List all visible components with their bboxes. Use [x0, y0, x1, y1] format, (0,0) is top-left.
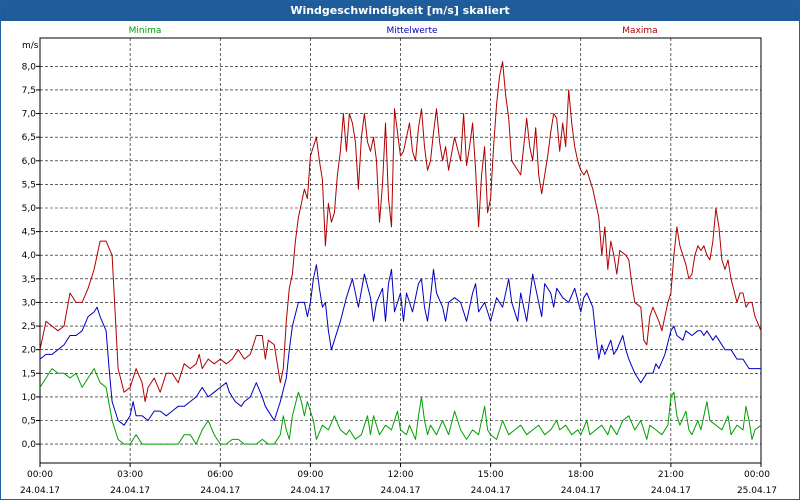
x-tick-date-label: 24.04.17: [110, 486, 150, 496]
legend-entry-mittelwerte: Mittelwerte: [386, 26, 437, 36]
x-tick-time-label: 21:00: [658, 470, 684, 480]
x-tick-date-label: 25.04.17: [737, 486, 777, 496]
y-tick-label: 2,5: [22, 322, 36, 332]
legend: Minima Mittelwerte Maxima: [129, 26, 658, 36]
y-tick-label: 7,0: [22, 110, 37, 120]
y-tick-label: 7,5: [22, 86, 36, 96]
y-tick-label: 2,0: [22, 346, 37, 356]
y-tick-label: 1,0: [22, 393, 37, 403]
series-line-mittelwerte: [39, 264, 761, 426]
y-axis: 0,0 0,5 1,0 1,5 2,0 2,5 3,0 3,5 4,0 4,5 5,0 5,5 6,0 6…: [22, 62, 40, 450]
y-tick-label: 4,0: [22, 251, 37, 261]
y-tick-label: 1,5: [22, 369, 36, 379]
x-tick-date-label: 24.04.17: [20, 486, 60, 496]
x-axis: 00:00 24.04.17 03:00 24.04.17 06:00 24.04.17 0…: [20, 463, 777, 496]
y-tick-label: 0,5: [22, 417, 36, 427]
legend-entry-minima: Minima: [129, 26, 162, 36]
y-tick-label: 4,5: [22, 228, 36, 238]
x-tick-time-label: 03:00: [117, 470, 143, 480]
x-tick-date-label: 24.04.17: [200, 486, 240, 496]
y-axis-unit-label: m/s: [22, 41, 39, 51]
series-lines: [39, 61, 762, 445]
x-tick-time-label: 00:00: [744, 470, 770, 480]
x-tick-time-label: 12:00: [388, 470, 414, 480]
x-tick-time-label: 06:00: [207, 470, 233, 480]
series-line-maxima: [39, 61, 762, 403]
y-tick-label: 5,0: [22, 204, 37, 214]
x-tick-time-label: 15:00: [478, 470, 504, 480]
x-tick-date-label: 24.04.17: [651, 486, 691, 496]
y-tick-label: 5,5: [22, 180, 36, 190]
x-tick-date-label: 24.04.17: [380, 486, 420, 496]
window-title: Windgeschwindigkeit [m/s] skaliert: [1, 1, 799, 21]
y-tick-label: 0,0: [22, 440, 37, 450]
y-tick-label: 3,5: [22, 275, 36, 285]
y-tick-label: 6,0: [22, 157, 37, 167]
x-tick-time-label: 18:00: [568, 470, 594, 480]
legend-entry-maxima: Maxima: [622, 26, 657, 36]
x-tick-time-label: 00:00: [27, 470, 53, 480]
x-tick-date-label: 24.04.17: [290, 486, 330, 496]
x-tick-date-label: 24.04.17: [471, 486, 511, 496]
x-tick-date-label: 24.04.17: [561, 486, 601, 496]
series-line-minima: [39, 368, 762, 445]
y-tick-label: 8,0: [22, 62, 37, 72]
x-tick-time-label: 09:00: [297, 470, 323, 480]
y-tick-label: 6,5: [22, 133, 36, 143]
y-tick-label: 3,0: [22, 298, 37, 308]
